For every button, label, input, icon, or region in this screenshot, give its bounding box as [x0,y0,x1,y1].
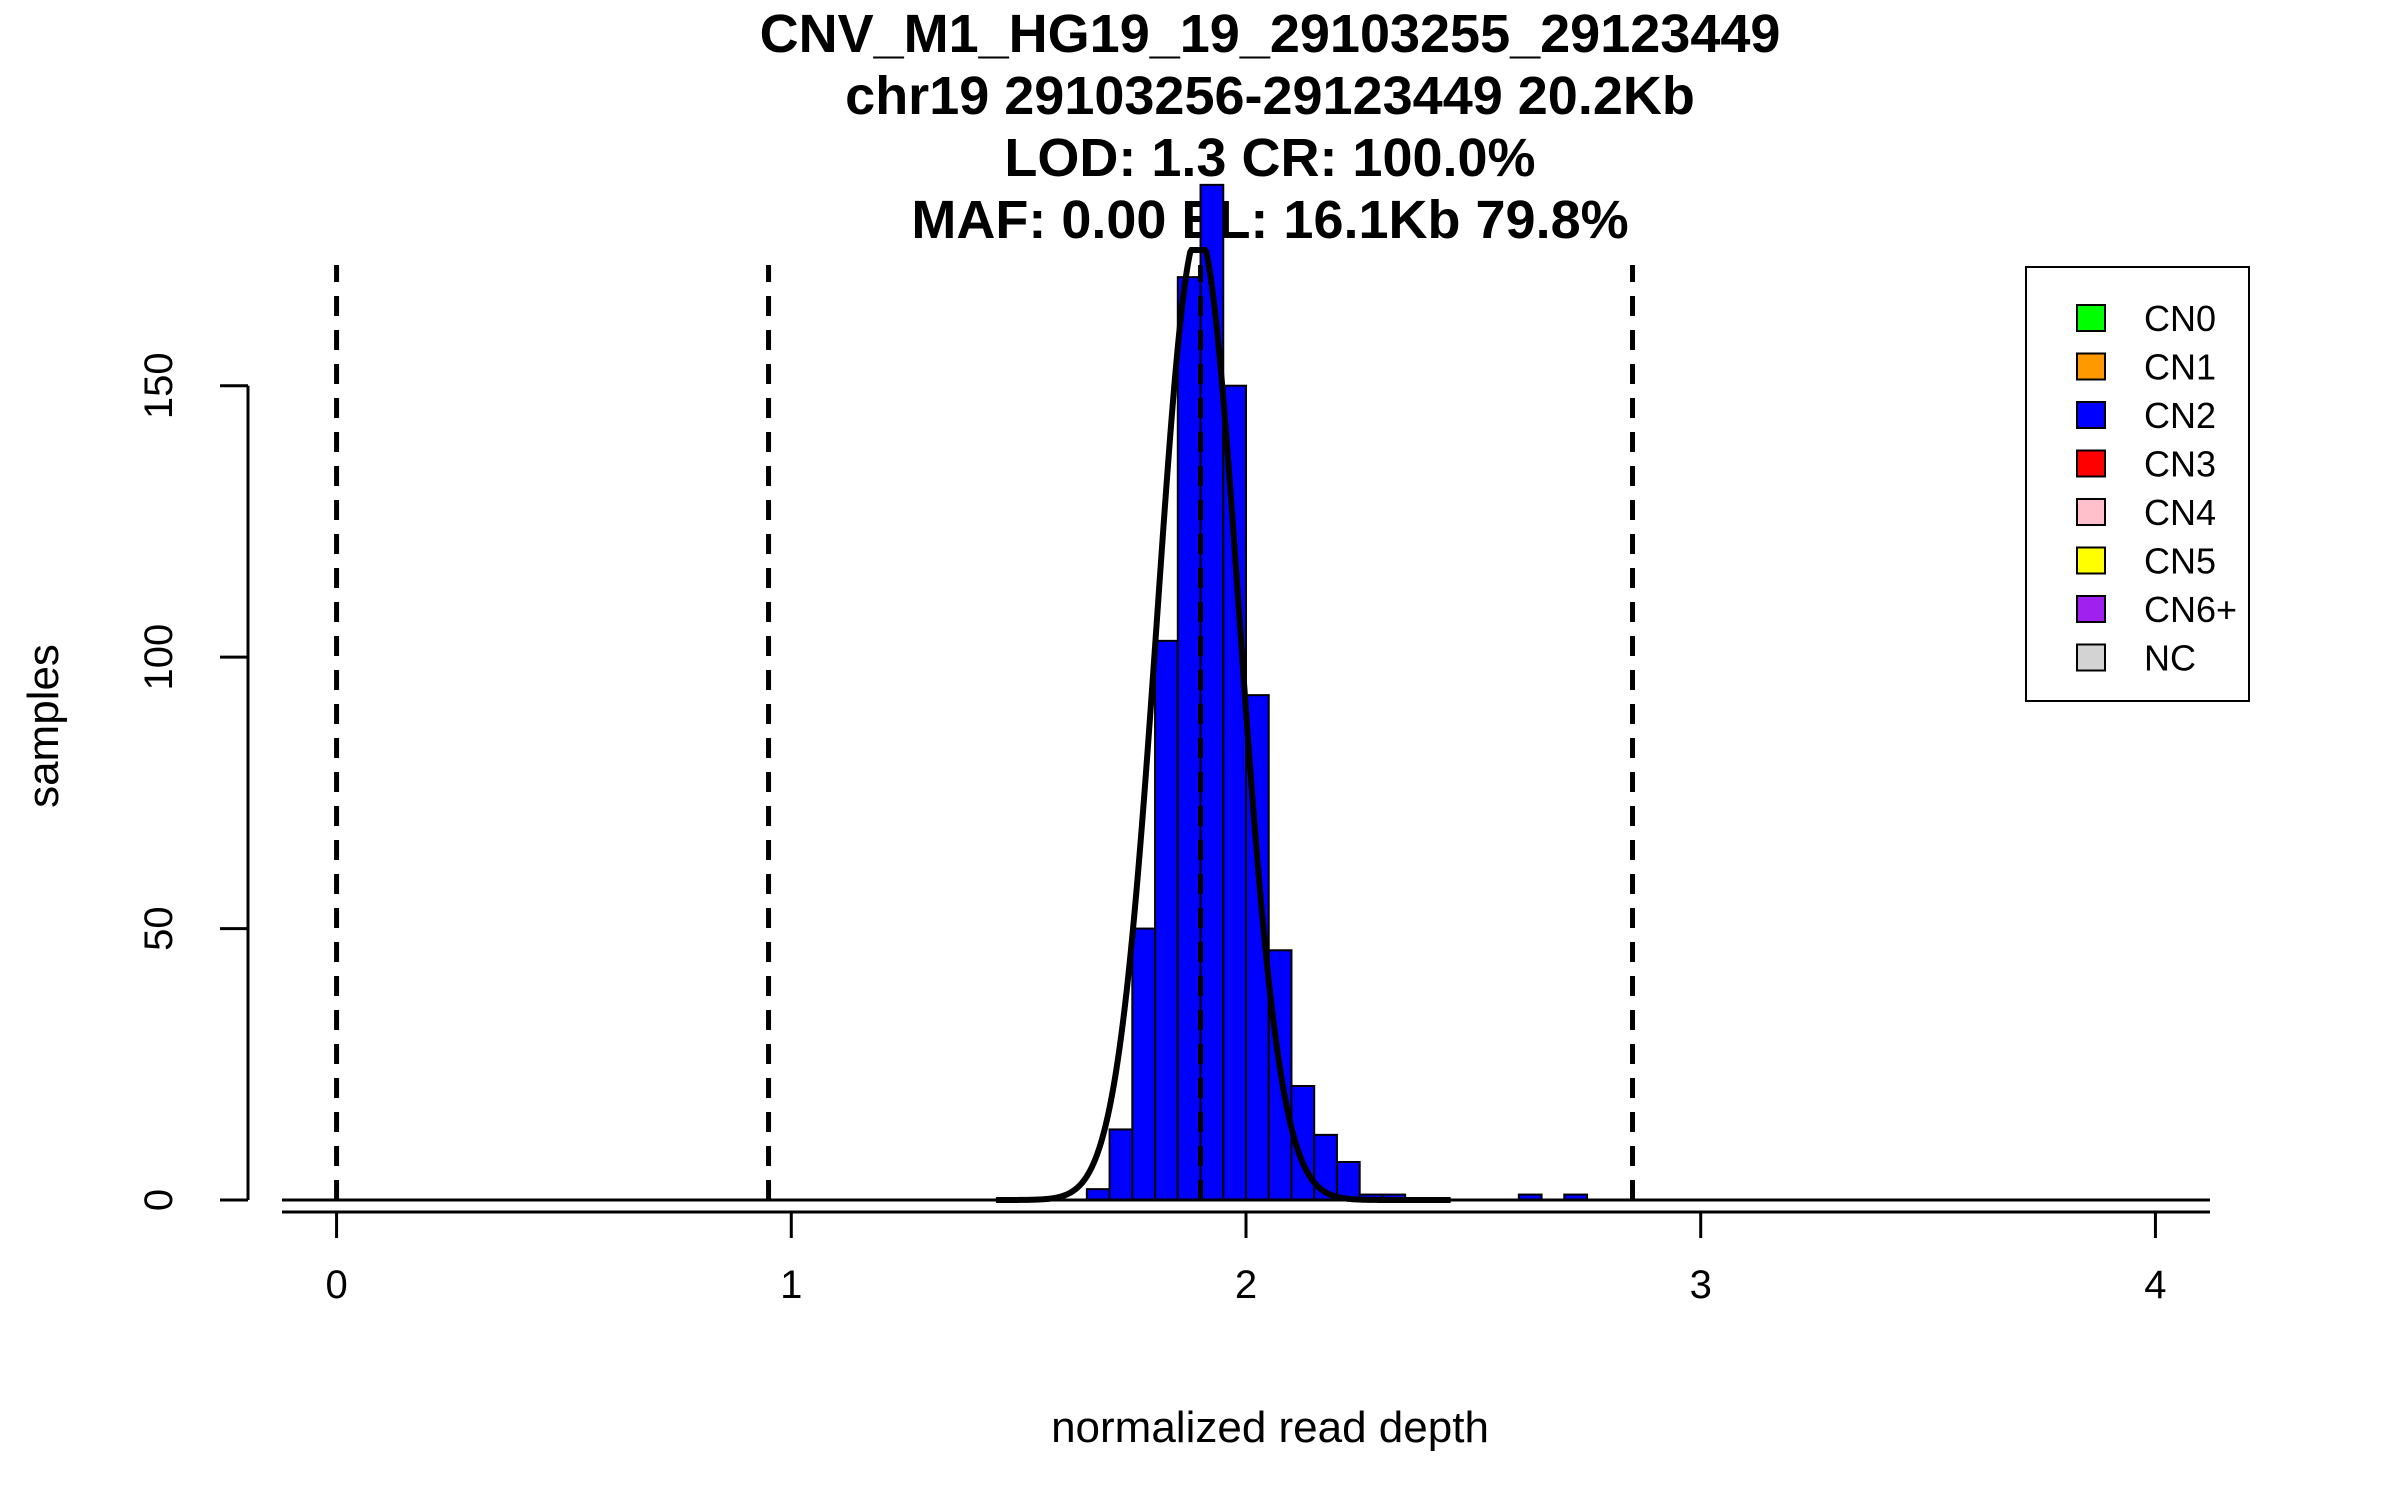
histogram-bars [1085,183,1589,1202]
histogram-bar [1131,927,1157,1201]
plot-area [282,183,2210,1203]
legend-swatch [2076,595,2106,623]
legend-swatch [2076,449,2106,478]
x-axis-label: normalized read depth [1051,1403,1489,1452]
y-axis-label: samples [19,644,68,808]
x-tick-label: 1 [780,1263,802,1307]
y-tick-label: 50 [137,906,181,951]
y-axis-ticks: 0 50 100 150 [137,352,248,1211]
legend-items: CN0 CN1 CN2 CN3 CN4 CN5 CN6+ NC [2076,298,2237,679]
x-tick-label: 4 [2144,1263,2166,1307]
histogram-bar [1335,1161,1361,1201]
legend: CN0 CN1 CN2 CN3 CN4 CN5 CN6+ NC [2025,266,2250,702]
title-line-1: CNV_M1_HG19_19_29103255_29123449 [760,4,1781,64]
legend-label: NC [2144,638,2196,679]
legend-swatch [2076,401,2106,429]
fitted-curve [995,247,1451,1203]
x-tick-label: 0 [325,1263,347,1307]
histogram-bar [1085,1188,1111,1201]
y-tick-label: 100 [137,624,181,691]
legend-label: CN0 [2144,298,2216,339]
legend-label: CN6+ [2144,589,2237,630]
legend-label: CN2 [2144,395,2216,436]
y-tick-label: 150 [137,352,181,419]
legend-swatch [2076,498,2106,526]
x-axis: 0 1 2 3 4 [282,1210,2210,1307]
cn-threshold-lines [334,265,1636,1200]
legend-label: CN4 [2144,492,2216,533]
legend-swatch [2076,352,2106,381]
y-axis: 0 50 100 150 [137,352,250,1211]
fitted-curve-layer [995,247,1451,1203]
histogram-bar [1108,1128,1134,1202]
legend-swatch [2076,643,2106,672]
histogram-bar [1176,276,1202,1201]
histogram-bar [1154,639,1179,1201]
legend-box [2025,266,2250,702]
legend-label: CN3 [2144,444,2216,485]
title-line-2: chr19 29103256-29123449 20.2Kb [845,66,1695,126]
legend-label: CN5 [2144,541,2216,582]
y-tick-label: 0 [137,1189,181,1211]
x-axis-ticks: 0 1 2 3 4 [325,1212,2167,1307]
legend-swatch [2076,304,2106,332]
title-line-4: MAF: 0.00 EL: 16.1Kb 79.8% [911,190,1628,250]
legend-label: CN1 [2144,347,2216,388]
x-tick-label: 3 [1690,1263,1712,1307]
title-line-3: LOD: 1.3 CR: 100.0% [1004,128,1535,188]
chart-title: CNV_M1_HG19_19_29103255_29123449 chr19 2… [760,4,1781,250]
legend-swatch [2076,546,2106,575]
x-tick-label: 2 [1235,1263,1257,1307]
